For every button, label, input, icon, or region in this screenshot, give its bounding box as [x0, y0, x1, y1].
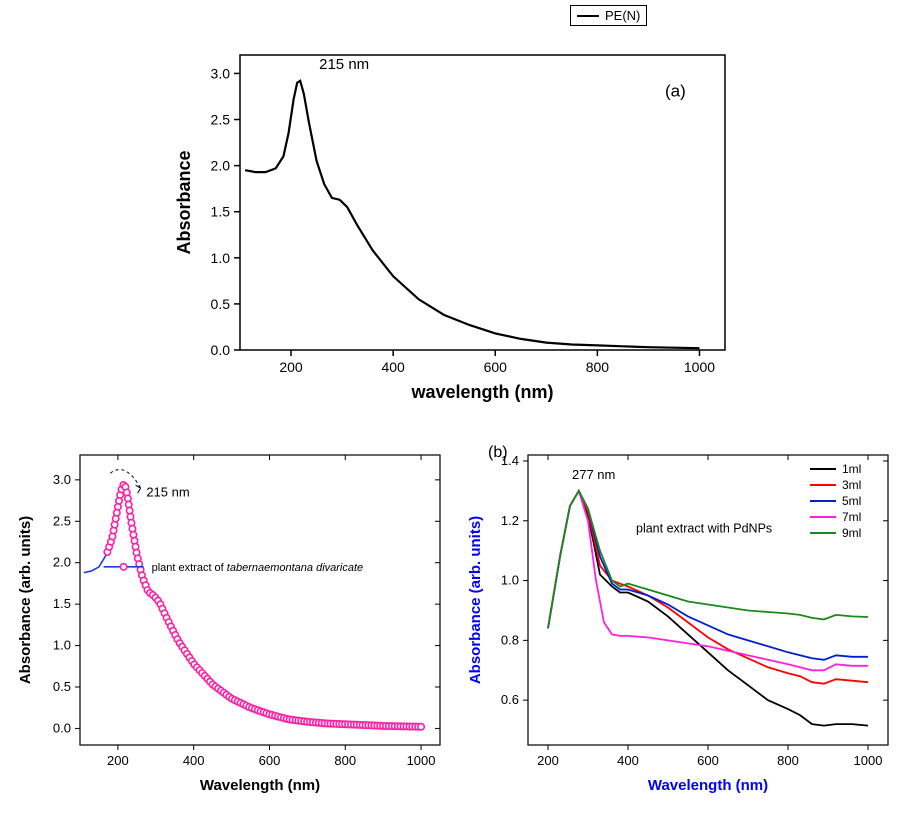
chart-b-right: 20040060080010000.60.81.01.21.4Wavelengt…: [460, 440, 900, 800]
svg-text:Absorbance: Absorbance: [174, 150, 194, 254]
svg-text:1.0: 1.0: [210, 250, 230, 266]
svg-text:400: 400: [381, 359, 405, 375]
svg-text:1.5: 1.5: [210, 204, 230, 220]
svg-text:1.5: 1.5: [53, 596, 71, 611]
svg-text:3.0: 3.0: [53, 472, 71, 487]
svg-text:1.2: 1.2: [501, 513, 519, 528]
svg-text:Wavelength (nm): Wavelength (nm): [648, 777, 768, 794]
svg-text:2.0: 2.0: [210, 158, 230, 174]
svg-text:215 nm: 215 nm: [146, 484, 189, 499]
svg-text:plant extract with PdNPs: plant extract with PdNPs: [636, 522, 772, 536]
svg-text:9ml: 9ml: [842, 526, 861, 540]
svg-text:600: 600: [697, 753, 719, 768]
svg-text:7ml: 7ml: [842, 510, 861, 524]
svg-text:(a): (a): [665, 81, 686, 100]
svg-text:3ml: 3ml: [842, 478, 861, 492]
svg-text:800: 800: [777, 753, 799, 768]
svg-text:600: 600: [259, 753, 281, 768]
svg-text:1000: 1000: [683, 359, 714, 375]
svg-text:1000: 1000: [407, 753, 436, 768]
legend-top: PE(N): [570, 5, 647, 26]
svg-text:600: 600: [483, 359, 507, 375]
svg-text:Absorbance (arb. units): Absorbance (arb. units): [467, 516, 484, 684]
legend-swatch: [577, 15, 599, 17]
svg-text:plant extract of tabernaemonta: plant extract of tabernaemontana divaric…: [152, 562, 364, 574]
svg-text:0.6: 0.6: [501, 692, 519, 707]
svg-text:1.0: 1.0: [501, 573, 519, 588]
chart-a: 200 400 600 800 1000 0.0 0.5 1.0 1.5 2.0 2.5 3.0 wav…: [165, 30, 745, 410]
svg-text:wavelength (nm): wavelength (nm): [410, 382, 553, 402]
svg-text:277 nm: 277 nm: [572, 467, 615, 482]
svg-text:1.0: 1.0: [53, 638, 71, 653]
svg-text:800: 800: [334, 753, 356, 768]
svg-text:(b): (b): [488, 444, 508, 461]
svg-text:215 nm: 215 nm: [319, 56, 369, 73]
svg-text:Absorbance (arb. units): Absorbance (arb. units): [17, 516, 34, 684]
svg-text:200: 200: [537, 753, 559, 768]
svg-text:1000: 1000: [854, 753, 883, 768]
svg-text:200: 200: [279, 359, 303, 375]
chart-b-left: 200 400 600 800 1000 0.0 0.5 1.0 1.5 2.0 2.5 3.0 Wav…: [10, 440, 450, 800]
svg-text:2.5: 2.5: [210, 112, 230, 128]
svg-text:5ml: 5ml: [842, 494, 861, 508]
svg-text:0.8: 0.8: [501, 632, 519, 647]
svg-text:3.0: 3.0: [210, 65, 230, 81]
svg-text:0.5: 0.5: [53, 679, 71, 694]
svg-text:2.0: 2.0: [53, 555, 71, 570]
svg-text:2.5: 2.5: [53, 513, 71, 528]
svg-text:0.0: 0.0: [210, 342, 230, 358]
svg-text:800: 800: [585, 359, 609, 375]
svg-text:400: 400: [617, 753, 639, 768]
svg-text:400: 400: [183, 753, 205, 768]
svg-text:1ml: 1ml: [842, 462, 861, 476]
legend-label: PE(N): [605, 8, 640, 23]
svg-text:0.0: 0.0: [53, 720, 71, 735]
svg-text:0.5: 0.5: [210, 296, 230, 312]
svg-text:Wavelength (nm): Wavelength (nm): [200, 777, 320, 794]
svg-text:200: 200: [107, 753, 129, 768]
